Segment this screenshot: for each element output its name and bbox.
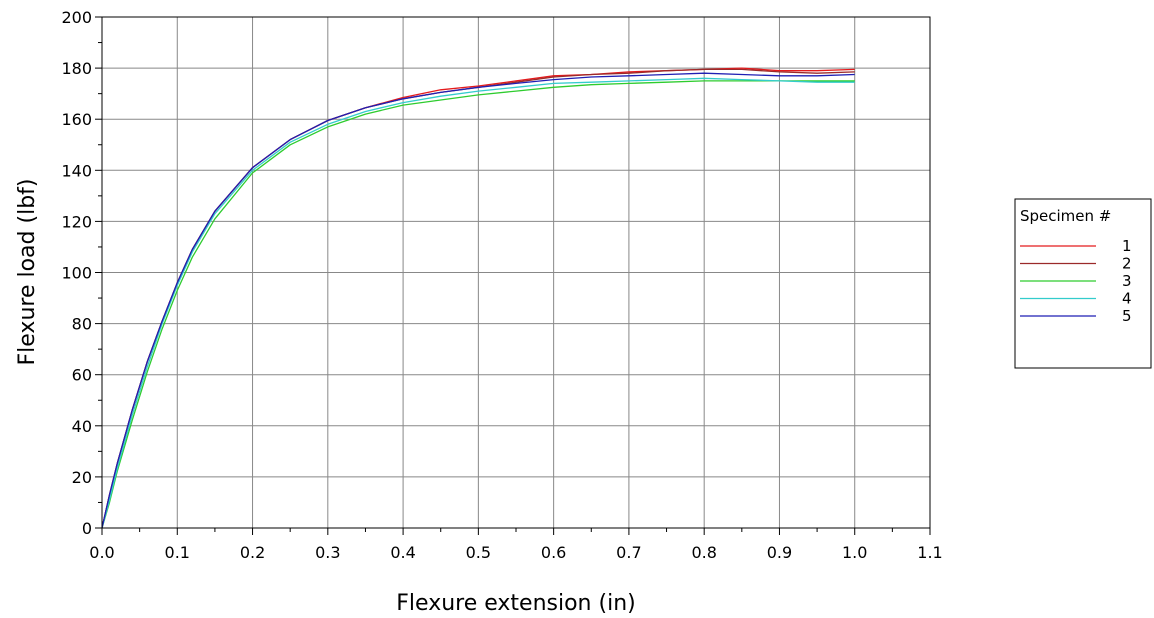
x-tick-label: 0.0	[89, 543, 114, 562]
y-tick-label: 160	[61, 110, 92, 129]
y-tick-label: 140	[61, 161, 92, 180]
x-tick-labels: 0.0 0.1 0.2 0.3 0.4 0.5 0.6 0.7 0.8 0.9 1.0 1.1	[89, 543, 942, 562]
legend-box	[1014, 198, 1152, 369]
y-tick-label: 20	[72, 468, 92, 487]
x-tick-label: 1.0	[842, 543, 867, 562]
grid	[101, 16, 931, 529]
x-tick-label: 0.6	[541, 543, 566, 562]
y-tick-label: 200	[61, 8, 92, 27]
x-tick-label: 0.2	[240, 543, 265, 562]
y-tick-label: 40	[72, 417, 92, 436]
legend-label-specimen-5: 5	[1122, 307, 1132, 325]
y-tick-label: 100	[61, 264, 92, 283]
x-tick-label: 0.8	[691, 543, 716, 562]
x-tick-label: 0.1	[165, 543, 190, 562]
y-tick-label: 180	[61, 59, 92, 78]
y-tick-label: 120	[61, 212, 92, 231]
x-tick-label: 0.5	[466, 543, 491, 562]
y-tick-label: 60	[72, 366, 92, 385]
x-tick-label: 0.4	[390, 543, 415, 562]
legend-label-specimen-2: 2	[1122, 255, 1132, 273]
y-tick-label: 0	[82, 519, 92, 538]
series-line-specimen-5	[101, 72, 855, 529]
y-tick-labels: 0 20 40 60 80 100 120 140 160 180 200	[61, 8, 92, 538]
legend-label-specimen-1: 1	[1122, 237, 1132, 255]
x-tick-label: 0.3	[315, 543, 340, 562]
legend-title: Specimen #	[1020, 207, 1111, 225]
x-axis-title: Flexure extension (in)	[396, 591, 635, 616]
series-layer	[101, 67, 855, 529]
x-tick-label: 1.1	[917, 543, 942, 562]
ticks	[95, 16, 931, 535]
y-tick-label: 80	[72, 315, 92, 334]
y-axis-title: Flexure load (lbf)	[15, 179, 40, 366]
legend-label-specimen-4: 4	[1122, 290, 1132, 308]
series-line-specimen-3	[101, 80, 855, 529]
series-line-specimen-4	[101, 77, 855, 529]
x-tick-label: 0.9	[767, 543, 792, 562]
legend-label-specimen-3: 3	[1122, 272, 1132, 290]
x-tick-label: 0.7	[616, 543, 641, 562]
